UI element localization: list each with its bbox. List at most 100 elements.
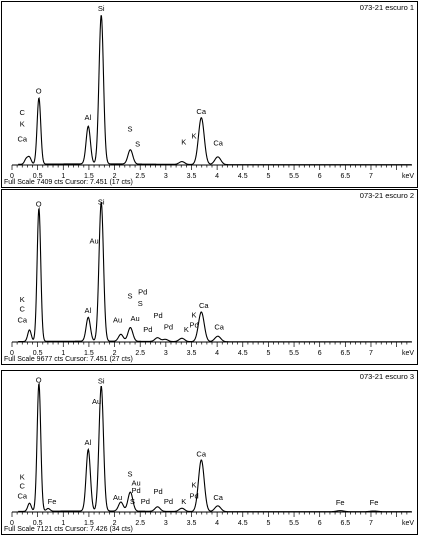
element-label: Ca bbox=[199, 301, 209, 310]
element-label: Al bbox=[85, 306, 92, 315]
element-label: Au bbox=[113, 493, 122, 502]
x-tick-label: 5 bbox=[266, 520, 270, 527]
element-label: Ca bbox=[213, 139, 223, 148]
panel-footer-3: Full Scale 7121 cts Cursor: 7.426 (34 ct… bbox=[4, 526, 133, 533]
x-tick-label: 1 bbox=[61, 173, 65, 180]
spectrum-panel-3: 0 0.5 1 1.5 2 2.5 3 3.5 4 4.5 5 5.5 6 6.5 7 keV K C Ca Fe O S… bbox=[1, 370, 418, 535]
element-label: Fe bbox=[336, 498, 345, 507]
x-tick-label: 7 bbox=[369, 173, 373, 180]
x-tick-label: 5 bbox=[266, 350, 270, 357]
x-tick-label: 2 bbox=[113, 350, 117, 357]
element-label: S bbox=[135, 140, 140, 149]
element-label: K bbox=[192, 481, 197, 490]
x-tick-label: 3 bbox=[164, 520, 168, 527]
element-label: S bbox=[138, 299, 143, 308]
panel-title-1: 073-21 escuro 1 bbox=[359, 3, 414, 12]
element-label: Pd bbox=[141, 497, 150, 506]
x-tick-label: 4.5 bbox=[238, 520, 248, 527]
element-label: Pd bbox=[164, 323, 173, 332]
x-tick-label: 3 bbox=[164, 173, 168, 180]
element-label: Fe bbox=[370, 498, 379, 507]
element-label: Si bbox=[98, 198, 105, 207]
x-tick-label: 6.5 bbox=[340, 350, 350, 357]
x-tick-label: 5.5 bbox=[289, 520, 299, 527]
element-label: O bbox=[36, 375, 42, 384]
x-tick-label: 4.5 bbox=[238, 173, 248, 180]
x-tick-label: 0.5 bbox=[33, 520, 43, 527]
panel-footer-2: Full Scale 9677 cts Cursor: 7.451 (27 ct… bbox=[4, 356, 133, 363]
x-tick-label: 6 bbox=[318, 173, 322, 180]
element-label: C bbox=[20, 481, 26, 490]
x-tick-label: 2.5 bbox=[135, 520, 145, 527]
element-label: S bbox=[130, 497, 135, 506]
element-label: K bbox=[192, 310, 197, 319]
element-label: K bbox=[20, 472, 25, 481]
spectrum-line bbox=[18, 202, 412, 343]
x-axis-unit-label: keV bbox=[402, 173, 414, 180]
element-label: Ca bbox=[17, 491, 27, 500]
element-label: Ca bbox=[213, 493, 223, 502]
x-tick-label: 0 bbox=[10, 520, 14, 527]
spectrum-panel-1: 0 0.5 1 1.5 2 2.5 3 3.5 4 4.5 5 5.5 6 6.5 7 keV C K Ca O Al S… bbox=[1, 1, 418, 188]
panel-title-3: 073-21 escuro 3 bbox=[359, 372, 414, 381]
element-label: K bbox=[181, 497, 186, 506]
x-tick-label: 5.5 bbox=[289, 173, 299, 180]
x-tick-label: 4 bbox=[215, 520, 219, 527]
element-label: Fe bbox=[48, 497, 57, 506]
x-tick-label: 1.5 bbox=[84, 520, 94, 527]
spectrum-chart-1: 0 0.5 1 1.5 2 2.5 3 3.5 4 4.5 5 5.5 6 6.5 7 keVCKCaOAlS… bbox=[10, 4, 414, 180]
x-tick-label: 6.5 bbox=[340, 173, 350, 180]
panel-footer-1: Full Scale 7409 cts Cursor: 7.451 (17 ct… bbox=[4, 179, 133, 186]
element-label: Pd bbox=[143, 325, 152, 334]
x-tick-label: 5 bbox=[266, 173, 270, 180]
x-tick-label: 1.5 bbox=[84, 173, 94, 180]
x-tick-label: 1 bbox=[61, 350, 65, 357]
element-label: Ca bbox=[196, 107, 206, 116]
x-tick-label: 4.5 bbox=[238, 350, 248, 357]
element-label: S bbox=[127, 292, 132, 301]
element-label: Au bbox=[130, 314, 139, 323]
x-tick-label: 0 bbox=[10, 350, 14, 357]
element-label: Pd bbox=[132, 486, 141, 495]
x-tick-label: 1 bbox=[61, 520, 65, 527]
x-tick-label: 0 bbox=[10, 173, 14, 180]
element-label: C bbox=[20, 305, 26, 314]
x-tick-label: 2 bbox=[113, 173, 117, 180]
element-label: K bbox=[20, 295, 25, 304]
spectrum-panel-2: 0 0.5 1 1.5 2 2.5 3 3.5 4 4.5 5 5.5 6 6.5 7 keV K C Ca O Si A… bbox=[1, 189, 418, 365]
element-label: C bbox=[20, 108, 26, 117]
x-tick-label: 6 bbox=[318, 350, 322, 357]
element-label: Pd bbox=[189, 491, 198, 500]
element-label: K bbox=[181, 138, 186, 147]
x-tick-label: 0.5 bbox=[33, 350, 43, 357]
element-label: S bbox=[127, 470, 132, 479]
x-tick-label: 7 bbox=[369, 350, 373, 357]
element-label: Ca bbox=[17, 315, 27, 324]
x-tick-label: 2 bbox=[113, 520, 117, 527]
x-tick-label: 4 bbox=[215, 350, 219, 357]
x-tick-label: 7 bbox=[369, 520, 373, 527]
element-label: K bbox=[20, 119, 25, 128]
element-label: Pd bbox=[154, 311, 163, 320]
x-tick-label: 3.5 bbox=[187, 350, 197, 357]
element-label: Si bbox=[98, 376, 105, 385]
element-label: S bbox=[127, 124, 132, 133]
x-axis-unit-label: keV bbox=[402, 350, 414, 357]
element-label: Pd bbox=[154, 487, 163, 496]
element-label: Pd bbox=[138, 287, 147, 296]
x-tick-label: 6 bbox=[318, 520, 322, 527]
spectrum-line bbox=[18, 15, 412, 166]
element-label: O bbox=[36, 200, 42, 209]
x-tick-label: 2.5 bbox=[135, 350, 145, 357]
element-label: Ca bbox=[214, 323, 224, 332]
element-label: Au bbox=[132, 479, 141, 488]
x-tick-label: 4 bbox=[215, 173, 219, 180]
element-label: Pd bbox=[164, 497, 173, 506]
x-tick-label: 0.5 bbox=[33, 173, 43, 180]
x-tick-label: 2.5 bbox=[135, 173, 145, 180]
x-tick-label: 5.5 bbox=[289, 350, 299, 357]
element-label: K bbox=[184, 325, 189, 334]
element-label: Al bbox=[85, 438, 92, 447]
